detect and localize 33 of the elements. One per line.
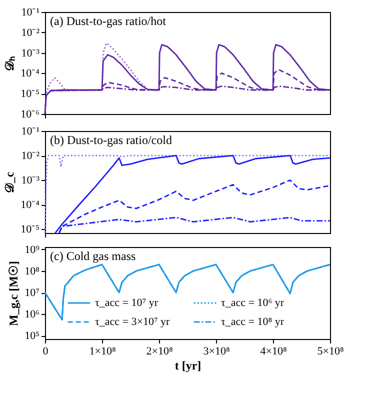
y-tick-label: 10⁻¹ [21, 126, 40, 138]
x-tick-label: 0 [42, 346, 49, 358]
y-tick-label: 10⁻² [21, 26, 40, 39]
y-axis-title: 𝒟ₕ [2, 56, 17, 71]
y-axis-title: M_g,c [M☉] [6, 261, 21, 326]
legend-label: τ_acc = 3×10⁷ yr [95, 316, 170, 328]
y-axis-title: 𝒟_c [2, 171, 17, 194]
y-tick-label: 10⁵ [24, 330, 40, 342]
y-tick-label: 10⁻¹ [21, 6, 40, 18]
y-tick-label: 10⁶ [24, 308, 40, 321]
y-tick-label: 10⁻⁶ [20, 108, 40, 120]
x-tick-label: 3×10⁸ [203, 346, 230, 358]
x-tick-label: 2×10⁸ [146, 346, 173, 358]
y-tick-label: 10⁻³ [21, 47, 40, 60]
y-tick-label: 10⁻³ [21, 174, 40, 187]
legend-label: τ_acc = 10⁸ yr [221, 316, 284, 328]
y-tick-label: 10⁻⁴ [20, 68, 40, 80]
y-tick-label: 10⁹ [24, 244, 40, 256]
y-tick-label: 10⁷ [24, 287, 40, 300]
chart-title: (c) Cold gas mass [50, 249, 136, 263]
y-tick-label: 10⁸ [24, 266, 40, 278]
legend-label: τ_acc = 10⁶ yr [221, 297, 284, 309]
y-tick-label: 10⁻⁴ [20, 199, 40, 212]
chart-title: (a) Dust-to-gas ratio/hot [50, 14, 167, 28]
x-axis-title: t [yr] [174, 358, 202, 372]
legend-label: τ_acc = 10⁷ yr [95, 297, 158, 309]
x-tick-label: 4×10⁸ [260, 346, 287, 358]
x-tick-label: 5×10⁸ [317, 346, 344, 358]
y-tick-label: 10⁻⁵ [20, 88, 40, 100]
chart-title: (b) Dust-to-gas ratio/cold [50, 133, 172, 147]
y-tick-label: 10⁻⁵ [20, 224, 40, 236]
x-tick-label: 1×10⁸ [89, 346, 116, 358]
y-tick-label: 10⁻² [21, 150, 40, 162]
